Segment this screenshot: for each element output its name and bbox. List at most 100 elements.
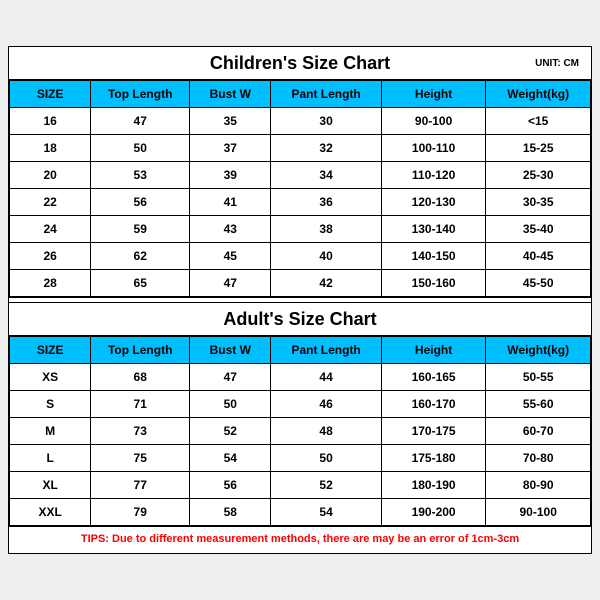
table-row: 22564136120-13030-35 <box>10 189 591 216</box>
col-bust-w: Bust W <box>190 81 271 108</box>
col-bust-w: Bust W <box>190 337 271 364</box>
table-cell: 56 <box>190 472 271 499</box>
table-cell: 180-190 <box>381 472 486 499</box>
table-cell: 16 <box>10 108 91 135</box>
table-cell: 54 <box>271 499 381 526</box>
table-cell: 100-110 <box>381 135 486 162</box>
table-cell: 60-70 <box>486 418 591 445</box>
table-cell: 90-100 <box>486 499 591 526</box>
table-row: XS684744160-16550-55 <box>10 364 591 391</box>
table-row: 1647353090-100<15 <box>10 108 591 135</box>
table-row: L755450175-18070-80 <box>10 445 591 472</box>
adult-tbody: XS684744160-16550-55S715046160-17055-60M… <box>10 364 591 526</box>
unit-label: UNIT: CM <box>535 58 579 69</box>
table-cell: 50 <box>190 391 271 418</box>
table-cell: 190-200 <box>381 499 486 526</box>
table-cell: 35 <box>190 108 271 135</box>
col-pant-length: Pant Length <box>271 337 381 364</box>
table-cell: 120-130 <box>381 189 486 216</box>
table-cell: 170-175 <box>381 418 486 445</box>
table-cell: M <box>10 418 91 445</box>
table-cell: 71 <box>91 391 190 418</box>
table-row: 20533934110-12025-30 <box>10 162 591 189</box>
adult-header-row: SIZE Top Length Bust W Pant Length Heigh… <box>10 337 591 364</box>
table-cell: 40-45 <box>486 243 591 270</box>
col-weight: Weight(kg) <box>486 81 591 108</box>
table-cell: 15-25 <box>486 135 591 162</box>
table-cell: 45 <box>190 243 271 270</box>
table-cell: 18 <box>10 135 91 162</box>
table-cell: 35-40 <box>486 216 591 243</box>
table-cell: 41 <box>190 189 271 216</box>
col-size: SIZE <box>10 337 91 364</box>
table-cell: 160-165 <box>381 364 486 391</box>
table-cell: 36 <box>271 189 381 216</box>
table-cell: 53 <box>91 162 190 189</box>
table-cell: XXL <box>10 499 91 526</box>
col-weight: Weight(kg) <box>486 337 591 364</box>
table-row: 28654742150-16045-50 <box>10 270 591 297</box>
table-cell: 30-35 <box>486 189 591 216</box>
table-cell: 77 <box>91 472 190 499</box>
table-cell: 32 <box>271 135 381 162</box>
children-tbody: 1647353090-100<1518503732100-11015-25205… <box>10 108 591 297</box>
table-cell: 30 <box>271 108 381 135</box>
table-cell: 46 <box>271 391 381 418</box>
table-cell: 70-80 <box>486 445 591 472</box>
table-cell: 59 <box>91 216 190 243</box>
table-cell: 28 <box>10 270 91 297</box>
table-cell: 50 <box>91 135 190 162</box>
col-size: SIZE <box>10 81 91 108</box>
table-cell: 79 <box>91 499 190 526</box>
table-cell: 130-140 <box>381 216 486 243</box>
table-cell: 56 <box>91 189 190 216</box>
table-cell: 39 <box>190 162 271 189</box>
table-cell: 175-180 <box>381 445 486 472</box>
table-row: S715046160-17055-60 <box>10 391 591 418</box>
table-cell: 110-120 <box>381 162 486 189</box>
children-table: SIZE Top Length Bust W Pant Length Heigh… <box>9 80 591 297</box>
table-cell: 55-60 <box>486 391 591 418</box>
children-header-row: SIZE Top Length Bust W Pant Length Heigh… <box>10 81 591 108</box>
table-cell: 43 <box>190 216 271 243</box>
table-cell: XL <box>10 472 91 499</box>
table-row: M735248170-17560-70 <box>10 418 591 445</box>
table-cell: 140-150 <box>381 243 486 270</box>
children-title: Children's Size Chart <box>210 53 390 74</box>
children-title-row: Children's Size Chart UNIT: CM <box>9 47 591 80</box>
table-cell: 160-170 <box>381 391 486 418</box>
table-cell: 50 <box>271 445 381 472</box>
table-cell: 47 <box>190 364 271 391</box>
table-row: XXL795854190-20090-100 <box>10 499 591 526</box>
table-cell: 48 <box>271 418 381 445</box>
table-cell: 20 <box>10 162 91 189</box>
table-row: 26624540140-15040-45 <box>10 243 591 270</box>
table-cell: 58 <box>190 499 271 526</box>
col-top-length: Top Length <box>91 337 190 364</box>
adult-title-row: Adult's Size Chart <box>9 302 591 336</box>
table-row: 18503732100-11015-25 <box>10 135 591 162</box>
table-cell: 47 <box>91 108 190 135</box>
tips-text: TIPS: Due to different measurement metho… <box>9 526 591 553</box>
table-cell: 75 <box>91 445 190 472</box>
table-cell: <15 <box>486 108 591 135</box>
table-cell: XS <box>10 364 91 391</box>
table-cell: 52 <box>271 472 381 499</box>
table-cell: 65 <box>91 270 190 297</box>
table-cell: 22 <box>10 189 91 216</box>
table-cell: 26 <box>10 243 91 270</box>
table-cell: 62 <box>91 243 190 270</box>
adult-title: Adult's Size Chart <box>223 309 376 330</box>
adult-table: SIZE Top Length Bust W Pant Length Heigh… <box>9 336 591 526</box>
table-cell: 150-160 <box>381 270 486 297</box>
col-pant-length: Pant Length <box>271 81 381 108</box>
table-cell: 38 <box>271 216 381 243</box>
table-cell: 42 <box>271 270 381 297</box>
table-cell: 90-100 <box>381 108 486 135</box>
table-cell: 24 <box>10 216 91 243</box>
table-cell: 45-50 <box>486 270 591 297</box>
col-height: Height <box>381 81 486 108</box>
table-cell: S <box>10 391 91 418</box>
table-cell: 73 <box>91 418 190 445</box>
size-chart-card: Children's Size Chart UNIT: CM SIZE Top … <box>8 46 592 554</box>
